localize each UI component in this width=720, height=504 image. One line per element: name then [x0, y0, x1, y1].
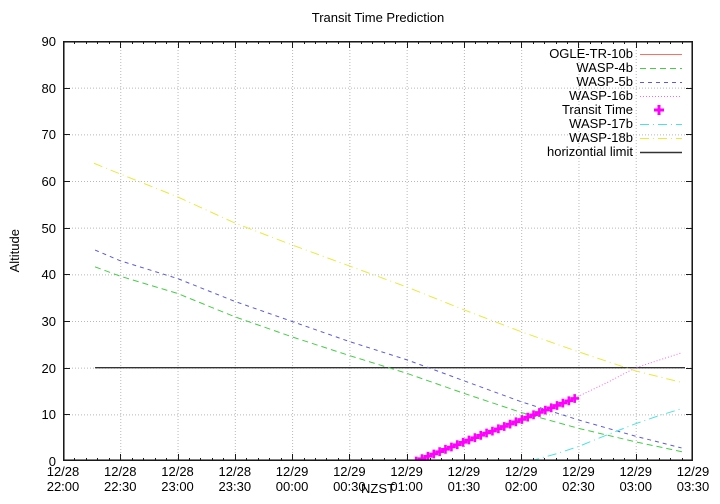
- y-tick-label: 0: [48, 454, 56, 469]
- legend-label: WASP-17b: [569, 116, 633, 131]
- legend-sample-line: [640, 151, 682, 154]
- legend-label: Transit Time: [561, 102, 633, 117]
- transit-marker: [464, 435, 474, 445]
- grid: [63, 41, 693, 461]
- legend-item-wasp-17b: WASP-17b: [330, 117, 682, 131]
- legend-item-transit-time: Transit Time: [330, 103, 682, 117]
- y-tick-label: 50: [41, 220, 56, 236]
- legend-item-horizontial-limit: horizontial limit: [330, 145, 682, 159]
- series-WASP-17b: [530, 408, 682, 461]
- transit-marker: [505, 419, 515, 429]
- x-tick-label: 12/28 22:30: [103, 464, 137, 494]
- legend-sample-line: [640, 124, 682, 125]
- series-WASP-18b: [93, 162, 681, 383]
- transit-marker: [470, 433, 480, 443]
- x-tick-label: 12/29 01:00: [390, 464, 423, 494]
- transit-marker: [499, 422, 509, 431]
- transit-marker: [476, 430, 486, 440]
- transit-marker: [534, 408, 544, 417]
- y-axis-title: Altitude: [6, 229, 22, 273]
- legend-label: WASP-16b: [569, 88, 633, 103]
- x-tick-label: 12/29 01:30: [447, 464, 481, 494]
- transit-marker: [435, 447, 445, 457]
- legend-label: WASP-5b: [576, 74, 633, 89]
- transit-marker: [552, 401, 562, 410]
- x-tick-label: 12/29 00:00: [275, 464, 309, 494]
- x-tick-label: 12/29 03:00: [619, 464, 652, 494]
- x-tick-label: 12/29 02:30: [562, 464, 595, 494]
- legend-sample-marker: [654, 105, 664, 115]
- legend-label: WASP-4b: [576, 60, 633, 75]
- transit-marker: [517, 415, 527, 424]
- y-tick-label: 80: [41, 80, 56, 96]
- transit-marker: [458, 437, 468, 447]
- legend-sample-line: [640, 68, 682, 69]
- y-tick-label: 10: [41, 407, 56, 423]
- transit-marker: [570, 394, 580, 403]
- legend-item-wasp-18b: WASP-18b: [330, 131, 682, 145]
- plot-border: [63, 41, 693, 461]
- transit-marker: [540, 405, 550, 415]
- legend-sample-line: [640, 54, 682, 55]
- transit-marker: [423, 451, 433, 461]
- y-axis-title-wrap: Altitude: [4, 41, 24, 461]
- transit-marker: [523, 412, 533, 422]
- transit-marker: [411, 456, 421, 461]
- y-tick-label: 90: [41, 34, 56, 49]
- transit-marker: [441, 444, 450, 454]
- series-group: [93, 162, 685, 461]
- legend-item-ogle-tr-10b: OGLE-TR-10b: [330, 47, 682, 61]
- legend-label: WASP-18b: [569, 130, 633, 145]
- transit-marker: [564, 396, 574, 406]
- transit-marker: [488, 426, 497, 436]
- legend-item-wasp-4b: WASP-4b: [330, 61, 682, 75]
- legend-sample-line: [640, 82, 682, 83]
- legend-sample-line: [640, 96, 682, 97]
- legend-item-wasp-5b: WASP-5b: [330, 75, 682, 89]
- transit-marker: [546, 403, 556, 413]
- legend-sample-line: [640, 138, 682, 139]
- legend: OGLE-TR-10b WASP-4b WASP-5b WASP-16b Transit…: [330, 47, 682, 159]
- y-tick-label: 60: [41, 174, 56, 189]
- y-tick-label: 20: [41, 360, 56, 376]
- chart-title: Transit Time Prediction: [311, 10, 445, 25]
- x-axis-title: NZST: [361, 481, 395, 496]
- series-Transit Time: [411, 394, 580, 461]
- legend-label: OGLE-TR-10b: [549, 46, 633, 61]
- y-tick-label: 30: [41, 314, 56, 329]
- series-WASP-5b: [94, 249, 682, 449]
- transit-marker: [429, 449, 439, 459]
- plot-area: [63, 41, 693, 461]
- transit-marker: [447, 442, 456, 452]
- x-tick-label: 12/29 00:30: [333, 464, 366, 494]
- transit-marker: [493, 424, 503, 434]
- x-tick-label: 12/29 02:00: [504, 464, 538, 494]
- transit-marker: [529, 410, 538, 420]
- legend-plus-marker-icon: [654, 105, 664, 115]
- transit-marker: [511, 417, 521, 427]
- y-tick-label: 70: [41, 127, 56, 143]
- x-tick-label: 12/28 22:00: [46, 464, 80, 494]
- x-tick-label: 12/28 23:30: [218, 464, 252, 494]
- x-tick-label: 12/28 23:00: [161, 464, 194, 494]
- transit-marker: [417, 454, 427, 461]
- transit-marker: [558, 398, 568, 408]
- legend-item-wasp-16b: WASP-16b: [330, 89, 682, 103]
- transit-marker: [482, 428, 491, 438]
- transit-marker: [452, 440, 462, 450]
- legend-label: horizontial limit: [547, 144, 633, 159]
- y-tick-label: 40: [41, 267, 56, 283]
- x-tick-label: 12/29 03:30: [676, 464, 710, 494]
